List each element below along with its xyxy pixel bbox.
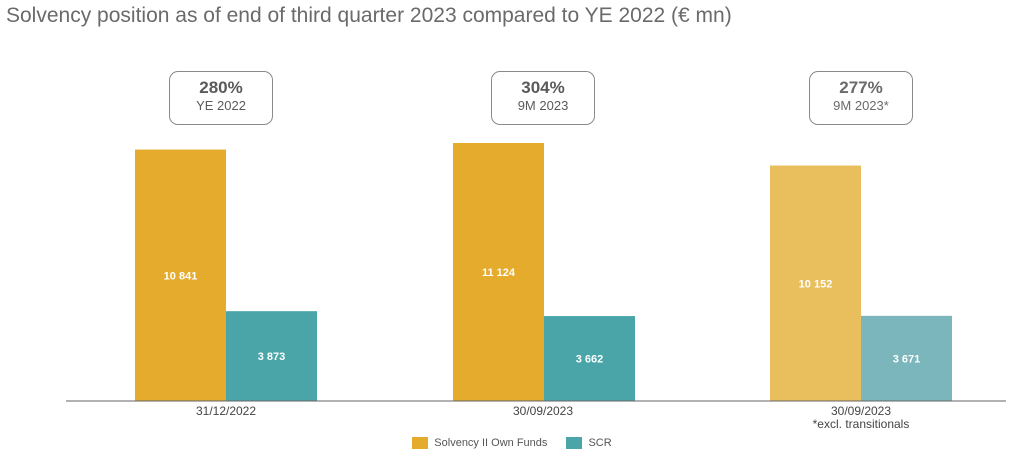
legend-label: SCR: [588, 437, 612, 449]
bar-value-label: 11 124: [482, 267, 516, 279]
bar-value-label: 3 873: [258, 351, 286, 363]
legend-label: Solvency II Own Funds: [434, 437, 548, 449]
category-label: 30/09/2023: [830, 404, 892, 418]
ratio-box-9m2023: 304% 9M 2023: [491, 71, 595, 125]
ratio-box-9m2023-excl: 277% 9M 2023*: [809, 71, 913, 125]
category-note: *excl. transitionals: [812, 417, 910, 431]
bar-value-label: 10 152: [799, 278, 833, 290]
bar-value-label: 3 671: [893, 353, 921, 365]
ratio-label: YE 2022: [196, 98, 246, 113]
ratio-box-ye2022: 280% YE 2022: [169, 71, 273, 125]
bar-own-funds: [453, 143, 544, 401]
bar-own-funds: [770, 165, 861, 401]
chart-title: Solvency position as of end of third qua…: [6, 4, 732, 27]
category-label: 30/09/2023: [512, 404, 574, 418]
legend-item-own-funds: Solvency II Own Funds: [412, 437, 547, 449]
bar-scr: [226, 311, 317, 401]
ratio-value: 280%: [199, 78, 243, 97]
bar-scr: [861, 315, 952, 401]
legend: Solvency II Own Funds SCR: [0, 437, 1024, 452]
ratio-label: 9M 2023: [517, 98, 569, 113]
category-label: 31/12/2022: [195, 404, 257, 418]
ratio-label: 9M 2023*: [833, 98, 889, 113]
bar-scr: [544, 316, 635, 401]
legend-swatch-own-funds: [412, 437, 429, 449]
bar-value-label: 3 662: [576, 354, 604, 366]
bar-own-funds: [135, 149, 226, 401]
bar-value-label: 10 841: [164, 270, 198, 282]
ratio-value: 277%: [839, 78, 883, 97]
ratio-value: 304%: [521, 78, 565, 97]
legend-swatch-scr: [566, 437, 583, 449]
legend-item-scr: SCR: [566, 437, 612, 449]
